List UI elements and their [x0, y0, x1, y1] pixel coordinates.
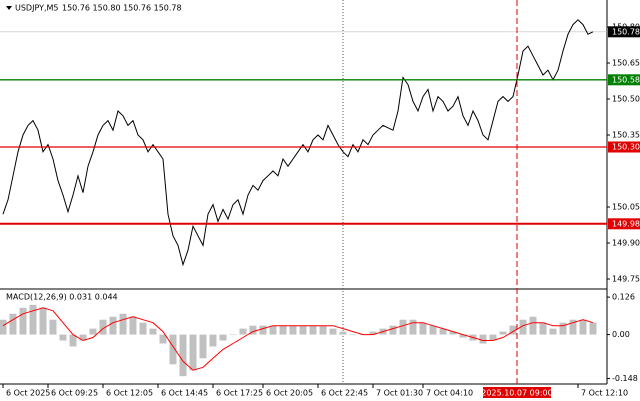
histogram-bar — [219, 334, 227, 341]
histogram-bar — [89, 328, 97, 335]
histogram-bar — [299, 325, 307, 335]
crosshair-label: 2025.10.07 09:00 — [481, 389, 552, 398]
histogram-bar — [279, 325, 287, 335]
histogram-bar — [549, 328, 557, 335]
histogram-bar — [189, 334, 197, 371]
histogram-bar — [179, 334, 187, 377]
histogram-bar — [439, 328, 447, 335]
histogram-bar — [0, 319, 7, 335]
histogram-bar — [119, 313, 127, 335]
x-tick-label: 6 Oct 22:45 — [321, 389, 368, 398]
histogram-bar — [429, 325, 437, 335]
histogram-bar — [449, 331, 457, 335]
y-tick-label: 150.50 — [612, 95, 640, 104]
histogram-bar — [29, 304, 37, 335]
histogram-bar — [249, 325, 257, 335]
histogram-bar — [559, 322, 567, 335]
histogram-bar — [99, 319, 107, 335]
x-tick-label: 7 Oct 01:30 — [376, 389, 423, 398]
y-tick-label: -0.148 — [612, 374, 638, 383]
y-tick-label: 149.75 — [612, 275, 640, 284]
x-tick-label: 6 Oct 09:25 — [51, 389, 98, 398]
histogram-bar — [369, 331, 377, 335]
histogram-bar — [509, 325, 517, 335]
x-tick-label: 6 Oct 12:05 — [106, 389, 153, 398]
histogram-bar — [259, 325, 267, 335]
histogram-bar — [389, 325, 397, 335]
histogram-bar — [289, 325, 297, 335]
y-tick-label: 0.00 — [612, 330, 630, 339]
histogram-bar — [149, 328, 157, 335]
histogram-bar — [9, 313, 17, 335]
histogram-bar — [39, 307, 47, 335]
histogram-bar — [209, 334, 217, 347]
y-tick-label: 150.65 — [612, 59, 640, 68]
x-tick-label: 6 Oct 20:05 — [266, 389, 313, 398]
x-tick-label: 6 Oct 17:25 — [216, 389, 263, 398]
x-tick-label: 7 Oct 04:10 — [426, 389, 473, 398]
histogram-bar — [589, 322, 597, 335]
histogram-bar — [19, 307, 27, 335]
last-price-label: 150.78 — [612, 27, 640, 36]
histogram-bar — [59, 334, 67, 341]
y-tick-label: 150.05 — [612, 203, 640, 212]
histogram-bar — [49, 319, 57, 335]
histogram-bar — [159, 334, 167, 344]
histogram-bar — [349, 334, 357, 336]
level-label-box — [608, 218, 640, 230]
level-label: 149.98 — [612, 219, 640, 228]
histogram-bar — [499, 331, 507, 335]
histogram-bar — [489, 334, 497, 341]
histogram-bar — [479, 334, 487, 344]
histogram-bar — [129, 316, 137, 335]
histogram-bar — [199, 334, 207, 359]
x-tick-label: 6 Oct 2025 — [6, 389, 50, 398]
histogram-bar — [529, 316, 537, 335]
histogram-bar — [519, 319, 527, 335]
histogram-bar — [269, 325, 277, 335]
level-label: 150.58 — [612, 75, 640, 84]
x-tick-label: 6 Oct 14:45 — [161, 389, 208, 398]
indicator-title: MACD(12,26,9) 0.031 0.044 — [6, 293, 118, 302]
histogram-bar — [459, 334, 467, 338]
histogram-bar — [329, 328, 337, 335]
histogram-bar — [339, 331, 347, 335]
histogram-bar — [79, 334, 87, 341]
level-label: 150.30 — [612, 143, 640, 152]
crosshair-label-box — [483, 387, 551, 398]
histogram-bar — [169, 334, 177, 365]
histogram-bar — [399, 319, 407, 335]
ohlc: 150.76 150.80 150.76 150.78 — [62, 4, 182, 13]
histogram-bar — [239, 328, 247, 335]
price-line — [2, 19, 594, 267]
histogram-bar — [419, 322, 427, 335]
histogram-bar — [319, 325, 327, 335]
chart-title: USDJPY,M5 — [15, 4, 59, 13]
histogram-bar — [569, 319, 577, 335]
last-price-box — [608, 26, 640, 38]
y-tick-label: 149.90 — [612, 239, 640, 248]
histogram-bar — [139, 322, 147, 335]
histogram-bar — [109, 316, 117, 335]
level-label-box — [608, 74, 640, 86]
histogram-bar — [309, 325, 317, 335]
histogram-bar — [409, 319, 417, 335]
menu-arrow — [6, 6, 12, 10]
histogram-bar — [539, 322, 547, 335]
signal-line — [2, 307, 594, 371]
histogram-bar — [69, 334, 77, 347]
histogram-bar — [579, 319, 587, 335]
histogram-bar — [229, 334, 237, 336]
x-tick-label: 7 Oct 12:10 — [581, 389, 628, 398]
y-tick-label: 0.126 — [612, 293, 635, 302]
level-label-box — [608, 141, 640, 153]
y-tick-label: 150.35 — [612, 131, 640, 140]
